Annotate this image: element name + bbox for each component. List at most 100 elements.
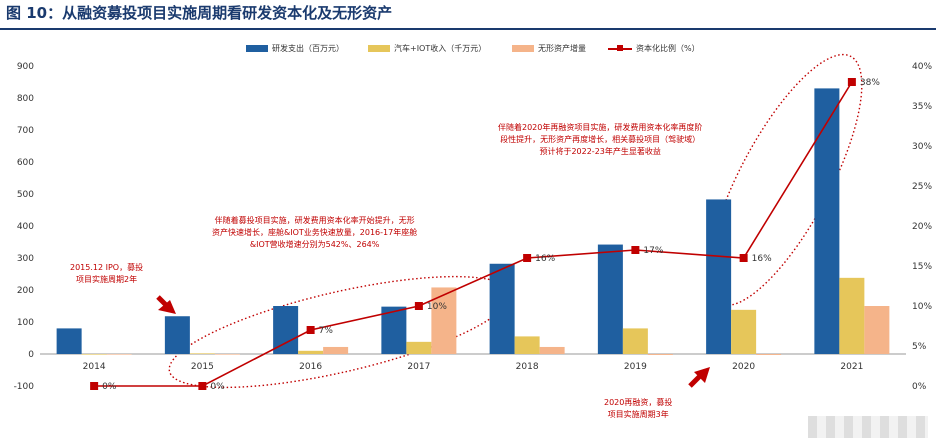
title-divider <box>0 28 936 30</box>
bar <box>514 336 540 354</box>
ratio-point <box>414 302 423 310</box>
ratio-point-label: 38% <box>860 78 880 88</box>
annotation-bottom-line-2: 项目实施周期3年 <box>607 410 669 419</box>
legend-swatch-rd <box>246 45 268 52</box>
ratio-line: 0% 0% 7% 10% 16% 17% 16% 38% <box>90 78 880 392</box>
y-left-tick-label: 300 <box>17 254 34 264</box>
y-left-tick-label: 200 <box>17 286 34 296</box>
ratio-series-line <box>94 81 853 387</box>
bar <box>839 277 865 354</box>
ratio-point-label: 16% <box>535 254 555 264</box>
x-tick-label: 2019 <box>624 362 647 372</box>
legend-label-iot: 汽车+IOT收入（千万元） <box>394 44 487 53</box>
chart-title: 图 10：从融资募投项目实施周期看研发资本化及无形资产 <box>6 4 393 22</box>
bar <box>539 346 565 354</box>
bar <box>381 306 407 354</box>
annotation-mid-line-2: 资产快速增长，座舱&IOT业务快速放量，2016-17年座舱 <box>212 228 418 237</box>
ratio-point <box>631 246 640 254</box>
annotation-mid-line-3: &IOT营收增速分别为542%、264% <box>249 240 380 249</box>
y-left-tick-label: 800 <box>17 94 34 104</box>
legend-item-intangible: 无形资产增量 <box>512 43 586 54</box>
legend-swatch-intangible <box>512 45 534 52</box>
arrow-2020 <box>688 374 702 388</box>
ratio-point <box>523 254 532 262</box>
ratio-point <box>847 78 856 86</box>
x-tick-label: 2015 <box>191 362 214 372</box>
annotation-arrows <box>156 295 710 388</box>
bar <box>814 88 840 355</box>
legend-label-ratio: 资本化比例（%） <box>636 44 700 53</box>
y-left-tick-label: 0 <box>28 350 34 360</box>
annotation-ipo-line-2: 项目实施周期2年 <box>76 275 138 284</box>
annotation-bottom-line-1: 2020再融资，募投 <box>604 398 673 407</box>
ratio-point <box>90 382 99 390</box>
axes: -100 0 100 200 300 400 500 600 700 800 900 0% 5% 10% 1… <box>14 62 933 392</box>
bar <box>81 354 107 355</box>
bars <box>56 88 890 355</box>
x-tick-label: 2014 <box>83 362 106 372</box>
bar <box>273 306 299 354</box>
y-right-tick-label: 10% <box>912 302 932 312</box>
bar <box>164 316 190 354</box>
y-left-tick-label: 100 <box>17 318 34 328</box>
bar <box>706 199 732 354</box>
ratio-point-label: 0% <box>102 382 117 392</box>
y-right-tick-label: 20% <box>912 222 932 232</box>
legend-item-rd: 研发支出（百万元） <box>246 43 344 54</box>
ratio-point-label: 7% <box>319 326 334 336</box>
annotation-bottom: 2020再融资，募投 项目实施周期3年 <box>604 397 672 421</box>
y-right-tick-label: 30% <box>912 142 932 152</box>
ratio-point-label: 10% <box>427 302 447 312</box>
bar <box>298 350 324 354</box>
x-tick-label: 2016 <box>299 362 322 372</box>
y-left-tick-label: 700 <box>17 126 34 136</box>
y-left-tick-label: 900 <box>17 62 34 72</box>
ratio-point <box>306 326 315 334</box>
arrow-2015-head <box>158 300 176 314</box>
y-left-tick-label: 400 <box>17 222 34 232</box>
bar <box>431 287 457 354</box>
y-left-tick-label: -100 <box>14 382 35 392</box>
bar <box>106 354 132 355</box>
x-tick-label: 2017 <box>407 362 430 372</box>
annotation-ipo-line-1: 2015.12 IPO，募投 <box>70 263 144 272</box>
bar <box>406 341 432 354</box>
bar <box>864 306 890 354</box>
bar <box>189 353 215 354</box>
y-right-tick-label: 35% <box>912 102 932 112</box>
bar <box>597 244 623 354</box>
legend-label-intangible: 无形资产增量 <box>538 44 586 53</box>
annotation-right: 伴随着2020年再融资项目实施，研发费用资本化率再度阶 段性提升，无形资产再度增… <box>498 122 702 158</box>
legend: 研发支出（百万元） 汽车+IOT收入（千万元） 无形资产增量 资本化比例（%） <box>0 43 936 57</box>
annotation-mid: 伴随着募投项目实施，研发费用资本化率开始提升，无形 资产快速增长，座舱&IOT业… <box>212 215 417 251</box>
watermark <box>808 416 928 438</box>
bar <box>622 328 648 354</box>
ratio-point <box>739 254 748 262</box>
x-tick-label: 2020 <box>732 362 755 372</box>
annotation-right-line-3: 预计将于2022-23年产生显著收益 <box>539 147 661 156</box>
y-right-tick-label: 40% <box>912 62 932 72</box>
legend-item-ratio: 资本化比例（%） <box>608 43 700 54</box>
legend-item-iot: 汽车+IOT收入（千万元） <box>368 43 486 54</box>
y-right-tick-label: 5% <box>912 342 927 352</box>
bar <box>731 309 757 354</box>
y-right-tick-label: 15% <box>912 262 932 272</box>
bar <box>56 328 82 354</box>
bar <box>647 354 673 355</box>
y-right-tick-label: 25% <box>912 182 932 192</box>
y-left-tick-label: 500 <box>17 190 34 200</box>
legend-label-rd: 研发支出（百万元） <box>272 44 344 53</box>
ratio-point-label: 16% <box>752 254 772 264</box>
x-tick-label: 2021 <box>840 362 863 372</box>
ratio-point <box>198 382 207 390</box>
annotation-mid-line-1: 伴随着募投项目实施，研发费用资本化率开始提升，无形 <box>214 216 415 225</box>
arrow-2020-head <box>694 367 710 383</box>
legend-swatch-ratio <box>608 45 632 52</box>
annotation-ipo: 2015.12 IPO，募投 项目实施周期2年 <box>70 262 143 286</box>
bar <box>323 346 349 354</box>
annotation-right-line-2: 段性提升，无形资产再度增长，相关募投项目（驾驶域） <box>500 135 701 144</box>
annotation-right-line-1: 伴随着2020年再融资项目实施，研发费用资本化率再度阶 <box>498 123 703 132</box>
bar <box>214 354 240 355</box>
